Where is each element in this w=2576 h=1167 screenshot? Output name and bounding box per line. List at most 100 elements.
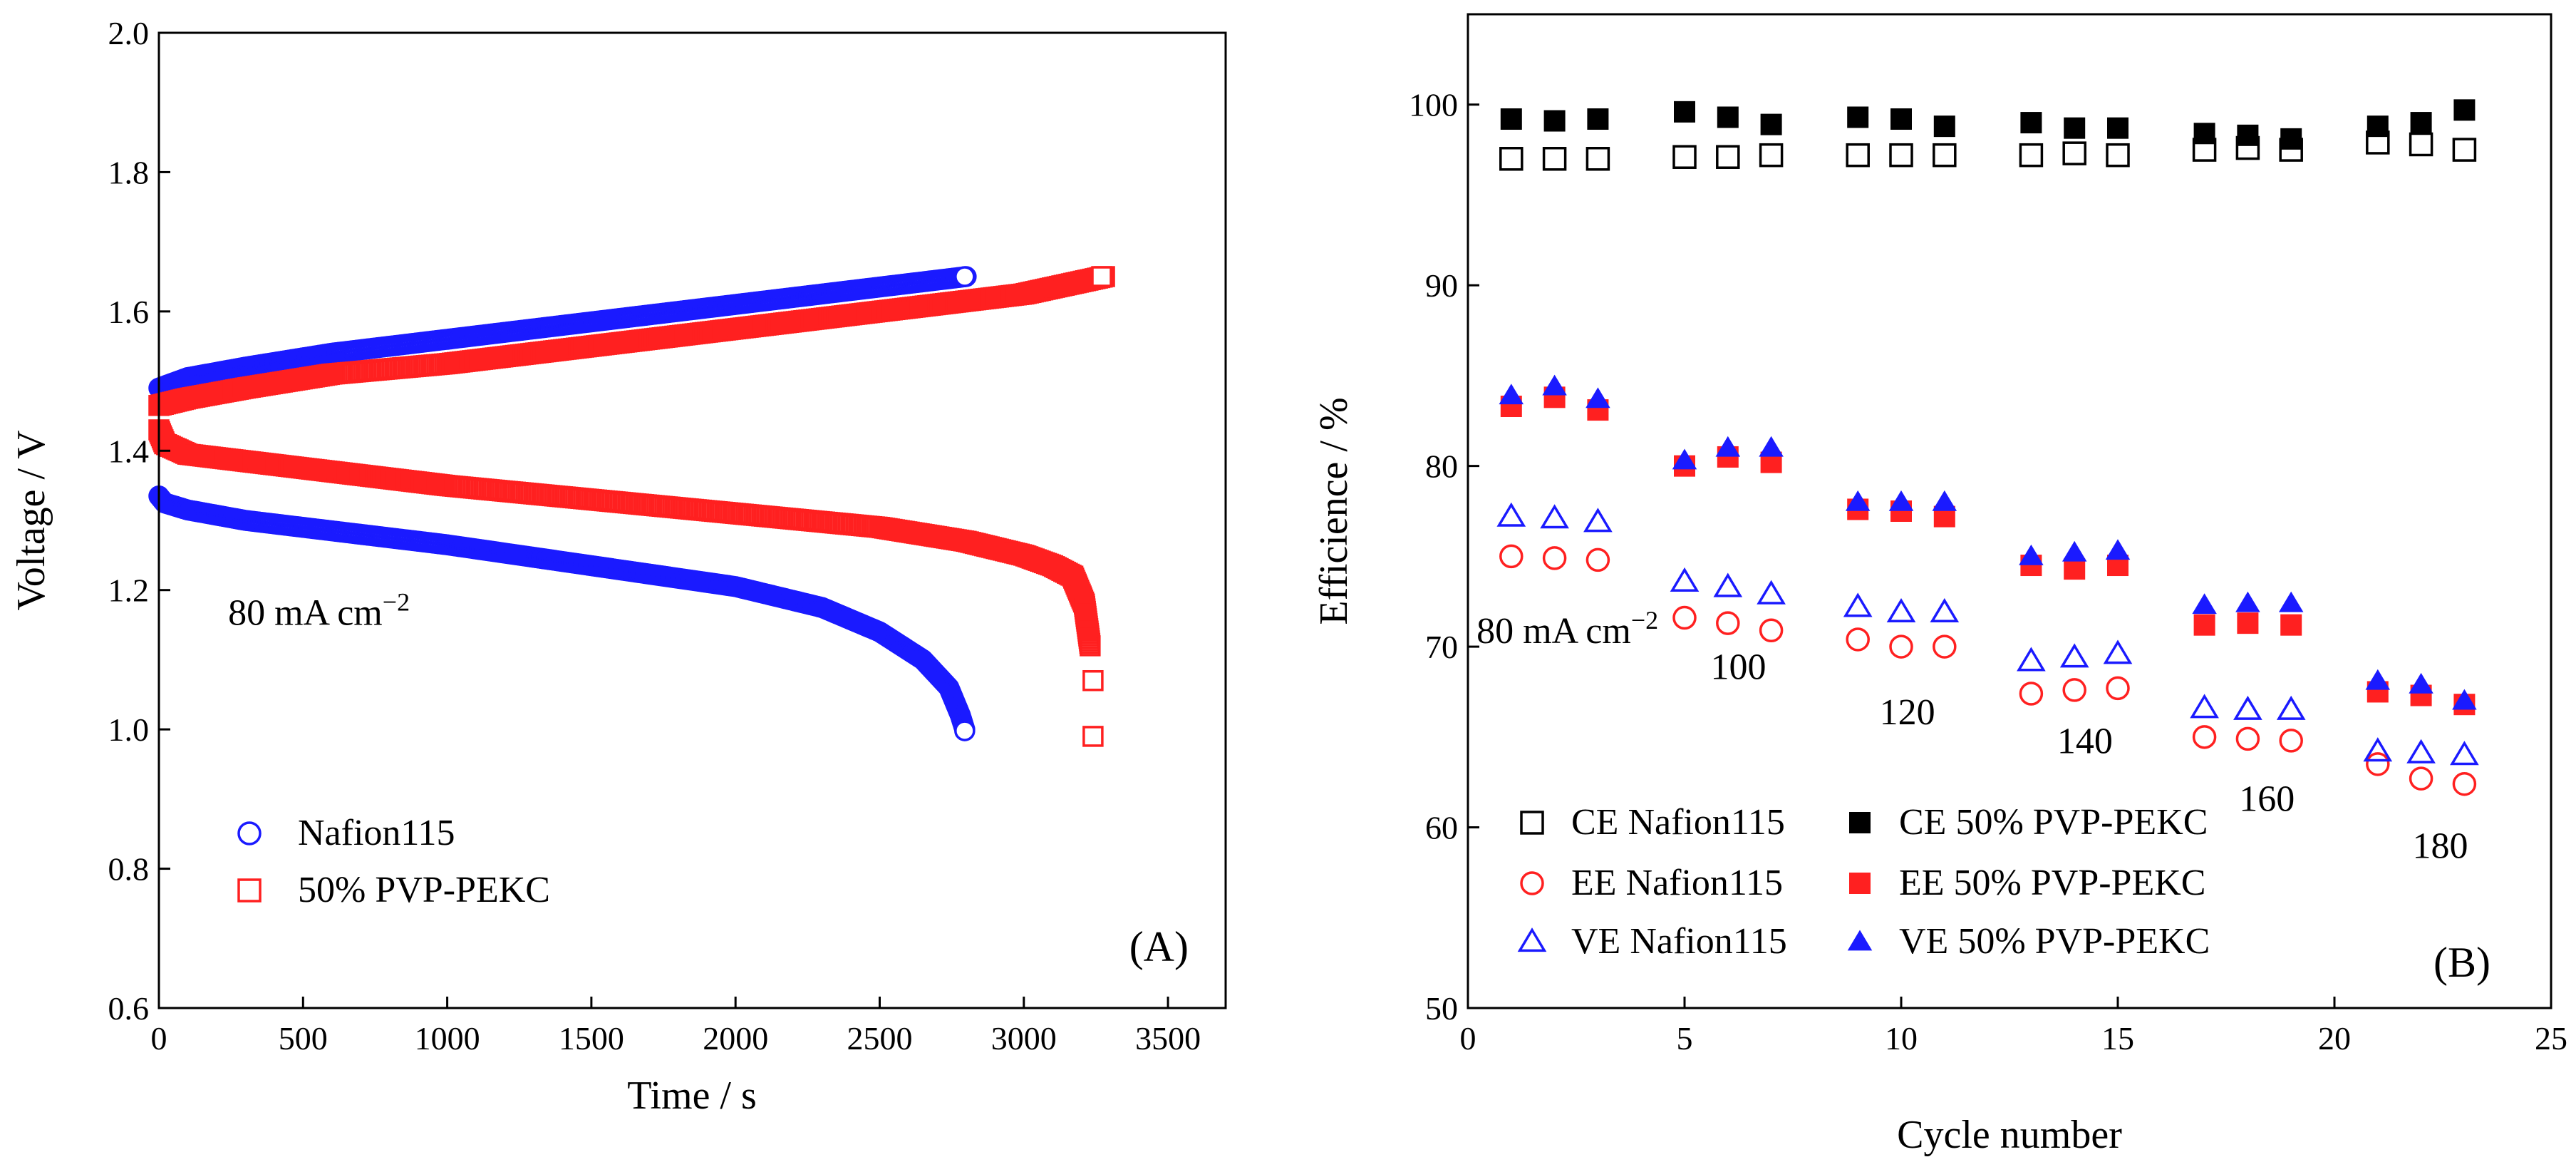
panel-b-data-point (2192, 593, 2217, 615)
panel-b-data-point (1672, 605, 1697, 630)
panel-b-data-point (2017, 647, 2046, 672)
panel-b-data-point (1586, 387, 1610, 408)
panel-b-legend-marker (1849, 873, 1871, 894)
panel-a-y-axis-label: Voltage / V (9, 430, 53, 610)
panel-a-x-tick-label: 1500 (559, 1020, 624, 1057)
panel-a-x-tick-label: 3500 (1135, 1020, 1201, 1057)
panel-b-annotation: 120 (1880, 692, 1935, 733)
panel-b-data-point (2019, 143, 2044, 168)
panel-b-data-point (1499, 384, 1524, 405)
panel-a-legend-label: Nafion115 (298, 813, 455, 853)
panel-b-data-point (2409, 672, 2433, 694)
panel-b-data-point (1716, 145, 1740, 169)
panel-b-data-point (1586, 147, 1610, 171)
panel-b-data-point (1499, 147, 1524, 171)
panel-a-annotation-main: 80 mA cm (228, 593, 383, 634)
panel-b-series-ve-50-pvp-pekc (1499, 374, 2477, 710)
panel-a-y-tick-label: 1.8 (108, 154, 150, 190)
panel-a-plot-frame (157, 31, 1227, 1009)
panel-b-legend-marker (1520, 871, 1544, 895)
panel-b-data-point (1843, 592, 1873, 617)
panel-b-data-point (2366, 752, 2390, 776)
panel-b-data-point (1930, 598, 1960, 623)
panel-a-legend-label: 50% PVP-PEKC (298, 870, 550, 910)
panel-b-y-axis-label: Efficience / % (1312, 397, 1356, 624)
panel-a-y-tick-label: 1.0 (108, 711, 150, 748)
panel-b-data-point (1932, 490, 1957, 511)
panel-b-legend-label: CE 50% PVP-PEKC (1899, 802, 2208, 843)
panel-a-x-axis-label: Time / s (627, 1074, 757, 1118)
panel-b-data-point (2279, 729, 2303, 753)
panel-b-annotation-main: 140 (2057, 721, 2113, 762)
panel-b-efficiency-chart: 0 5 10 15 20 25 50 60 70 80 90 100 Cycle number Eff… (1312, 13, 2567, 1157)
panel-b-data-point (1586, 547, 1610, 572)
panel-a-x-tick-label: 0 (151, 1020, 167, 1057)
panel-b-data-point (1540, 504, 1569, 529)
panel-b-legend-marker (1517, 927, 1547, 952)
panel-b-data-point (1845, 490, 1871, 511)
panel-a-x-tick-label: 3000 (991, 1020, 1057, 1057)
panel-b-series-ce-nafion115 (1499, 130, 2477, 171)
panel-b-data-point (1500, 108, 1522, 130)
panel-b-data-point (1890, 108, 1912, 130)
panel-b-data-marks (1496, 99, 2479, 796)
panel-b-annotation-superscript: −2 (1631, 606, 1658, 634)
panel-b-annotation-main: 180 (2412, 826, 2468, 867)
panel-b-data-point (2278, 591, 2304, 612)
panel-b-data-point (2059, 643, 2089, 668)
panel-b-annotation: 180 (2412, 826, 2468, 867)
panel-b-data-point (1933, 634, 1957, 659)
panel-b-data-point (2062, 540, 2087, 562)
panel-b-data-point (1846, 627, 1870, 652)
panel-b-x-tick-label: 25 (2535, 1020, 2567, 1057)
panel-b-data-point (2363, 737, 2393, 762)
panel-b-x-axis-label: Cycle number (1897, 1113, 2122, 1157)
panel-b-y-tick-label: 80 (1425, 448, 1458, 485)
panel-b-label: (B) (2433, 939, 2490, 986)
panel-b-data-point (2062, 141, 2086, 165)
panel-b-data-point (1717, 106, 1739, 128)
panel-b-y-tick-label: 50 (1425, 990, 1458, 1027)
panel-b-annotation: 140 (2057, 721, 2113, 762)
panel-b-data-point (1670, 567, 1700, 592)
panel-b-data-point (1496, 502, 1526, 527)
panel-b-x-tick-label: 15 (2101, 1020, 2134, 1057)
panel-b-legend-marker (1847, 930, 1873, 951)
panel-a-axes: 0 500 1000 1500 2000 2500 3000 3500 0.6 0.8 1.0 1.2… (108, 15, 1201, 1057)
panel-b-data-point (1587, 108, 1609, 130)
panel-b-data-point (2406, 739, 2436, 764)
panel-a-current-density-annotation: 80 mA cm−2 (228, 588, 410, 634)
panel-b-data-point (2409, 132, 2433, 157)
panel-b-data-point (2452, 771, 2477, 796)
panel-b-data-point (1583, 508, 1613, 533)
panel-b-data-point (2062, 678, 2086, 702)
panel-b-data-point (1672, 448, 1697, 470)
panel-b-data-point (2237, 612, 2259, 634)
panel-a-y-tick-label: 1.4 (108, 433, 150, 469)
panel-b-data-point (1499, 544, 1524, 569)
panel-a-end-point (1082, 669, 1104, 692)
panel-b-series-ee-50-pvp-pekc (1500, 386, 2476, 716)
panel-b-data-point (2452, 138, 2477, 162)
panel-b-annotation-main: 80 mA cm (1476, 611, 1631, 652)
panel-b-annotation-main: 120 (1880, 692, 1935, 733)
panel-b-data-point (2280, 614, 2302, 636)
panel-b-data-point (1888, 490, 1914, 511)
panel-b-legend-label: VE Nafion115 (1571, 921, 1787, 962)
panel-b-data-point (2106, 143, 2130, 168)
panel-b-data-point (1759, 618, 1784, 643)
panel-b-data-point (2019, 682, 2044, 706)
panel-a-annotation-text: 80 mA cm−2 (228, 588, 410, 634)
panel-b-data-point (2193, 123, 2215, 145)
panel-b-data-point (1933, 115, 1955, 138)
panel-b-plot-frame (1467, 13, 2552, 1009)
panel-b-x-tick-label: 10 (1885, 1020, 1918, 1057)
panel-b-y-tick-label: 70 (1425, 629, 1458, 665)
panel-b-series-ee-nafion115 (1499, 544, 2477, 796)
panel-b-data-point (2235, 591, 2260, 612)
panel-b-data-point (2190, 694, 2219, 719)
panel-b-data-point (2193, 614, 2215, 636)
panel-a-data-marks (148, 266, 1115, 747)
panel-b-annotations: 80 mA cm−2 100 120 140 160 180 (1476, 606, 2468, 867)
panel-b-data-point (2452, 689, 2477, 710)
